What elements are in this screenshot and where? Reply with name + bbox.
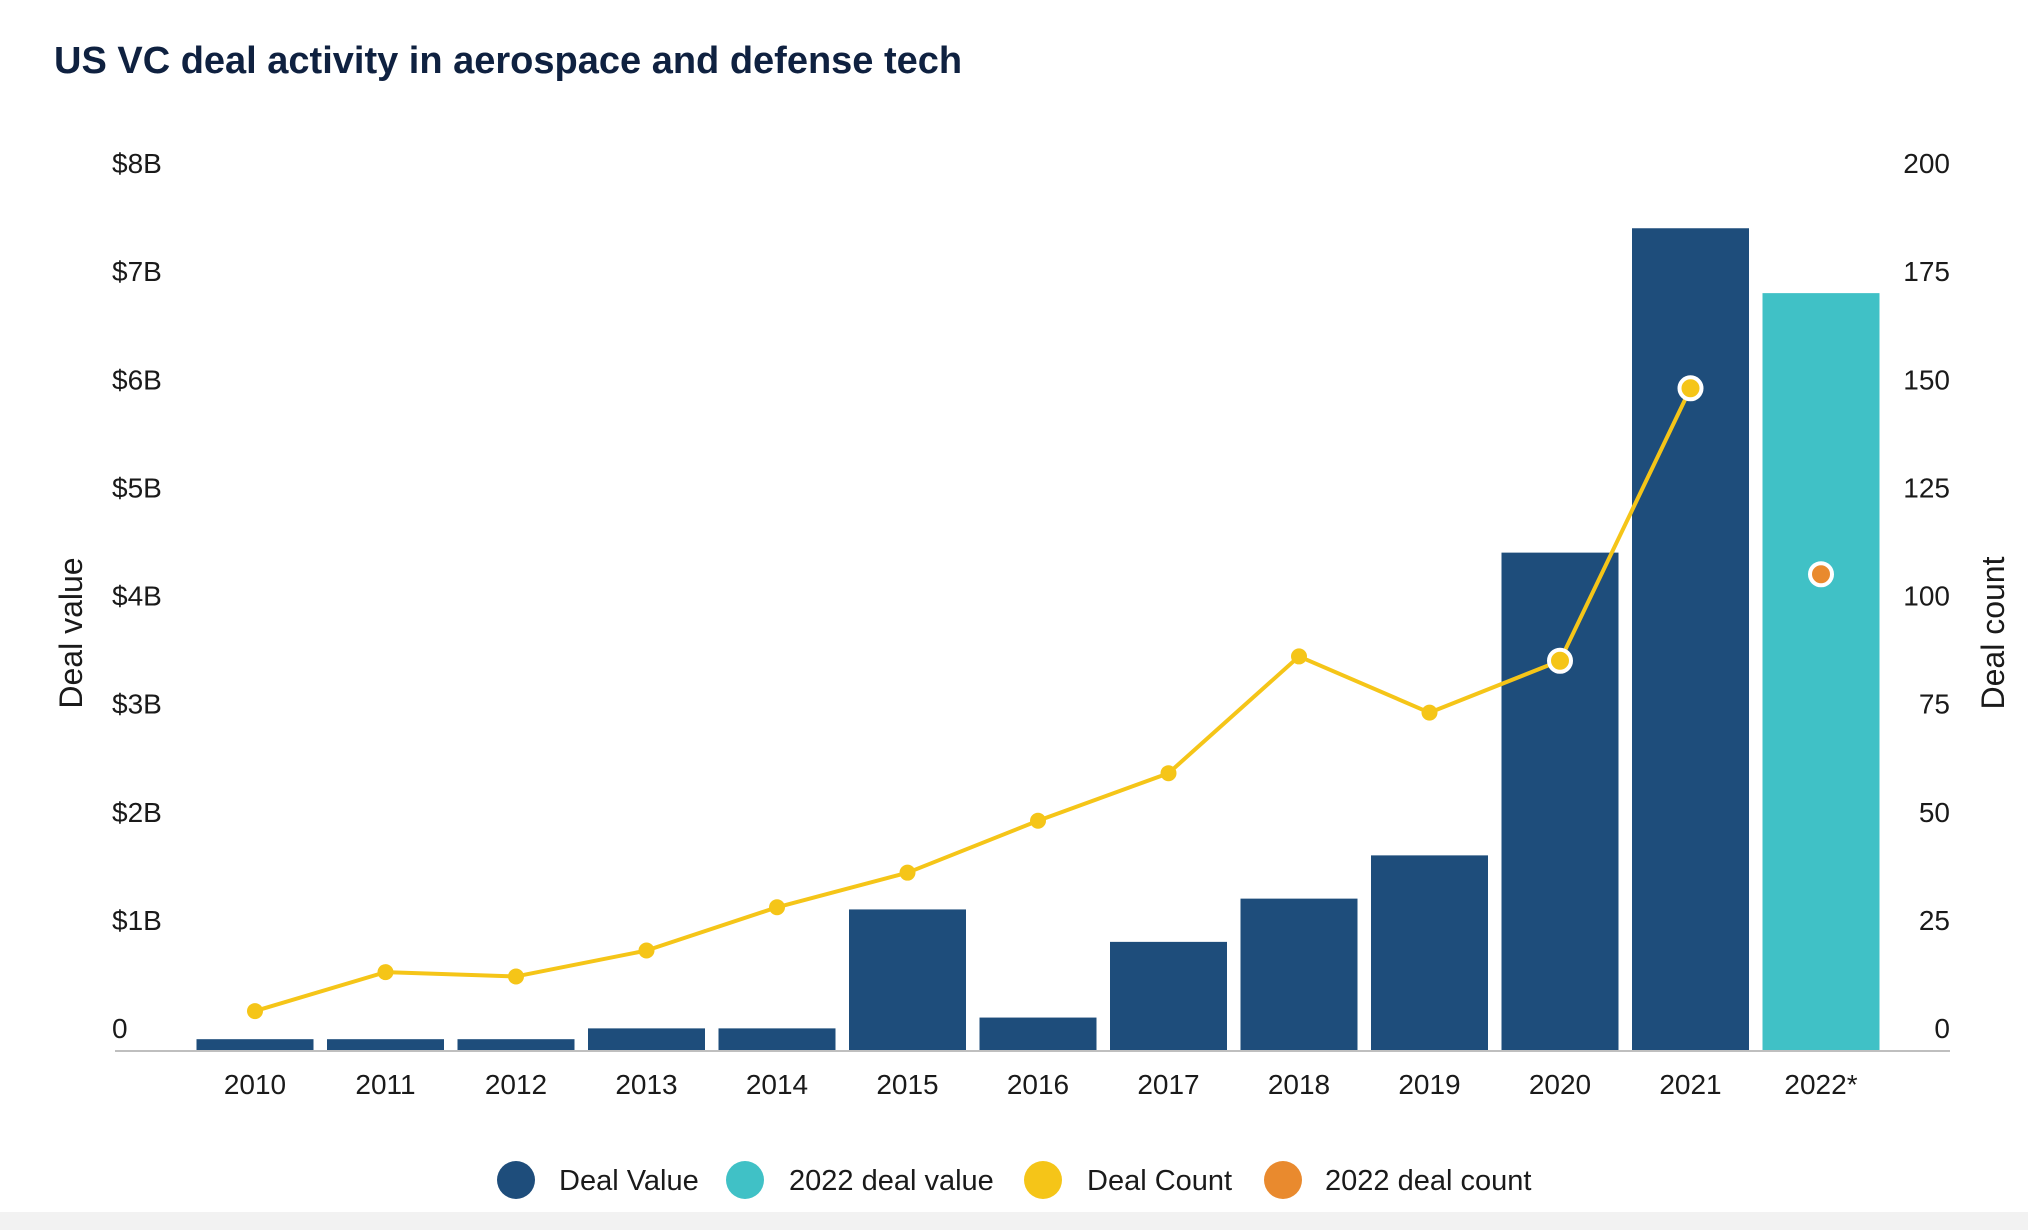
y2-tick-label: 50 [1919,797,1950,828]
legend-label: 2022 deal value [789,1165,994,1197]
y-tick-label: $6B [112,364,162,395]
legend-label: Deal Count [1087,1165,1232,1197]
right-axis-ticks: 0 25 50 75 100 125 150 175 200 [1903,148,1950,1044]
footer-strip [0,1212,2028,1230]
legend-label: Deal Value [559,1165,699,1197]
x-tick-label: 2017 [1137,1069,1199,1100]
deal-count-point-2018 [1291,648,1307,665]
legend-swatch [726,1161,764,1199]
x-tick-label: 2019 [1398,1069,1460,1100]
chart-title: US VC deal activity in aerospace and def… [54,40,963,82]
y2-tick-label: 75 [1919,689,1950,720]
y2-tick-label: 150 [1903,364,1950,395]
x-tick-label: 2012 [485,1069,547,1100]
deal-count-point-2020 [1547,647,1573,674]
bar-2022 [1762,293,1880,1050]
left-axis-ticks: 0 $1B $2B $3B $4B $5B $6B $7B $8B [112,148,162,1044]
legend-label: 2022 deal count [1325,1165,1531,1197]
bar-2011 [327,1039,444,1050]
deal-count-point-2011 [377,964,394,981]
y2-tick-label: 100 [1903,581,1950,612]
deal-count-point-2021 [1677,375,1704,402]
y2-tick-label: 25 [1919,905,1950,936]
y-tick-label: $4B [112,581,162,612]
y-tick-label: $1B [112,905,162,936]
x-tick-label: 2015 [876,1069,938,1100]
bar-2020 [1501,552,1619,1050]
bar-2014 [718,1028,836,1050]
y2-axis-title: Deal count [1975,556,2011,709]
deal-count-point-2013 [638,942,655,959]
y2-tick-label: 175 [1903,256,1950,287]
x-tick-label: 2022* [1784,1069,1857,1100]
y-axis-title: Deal value [53,557,89,708]
x-tick-label: 2011 [355,1069,415,1100]
bar-2018 [1240,898,1358,1050]
bar-2015 [849,909,966,1050]
deal-count-line [254,387,1693,1013]
y-tick-label: 0 [112,1013,128,1044]
bar-2021 [1632,228,1749,1050]
deal-count-point-2016 [1030,812,1046,829]
x-tick-label: 2010 [224,1069,286,1100]
y-tick-label: $7B [112,256,162,287]
y-tick-label: $2B [112,797,162,828]
bar-2017 [1110,941,1227,1050]
bar-2010 [196,1039,314,1050]
deal-count-point-2019 [1421,704,1438,721]
bar-2012 [457,1039,575,1050]
y-tick-label: $8B [112,148,162,179]
deal-count-point-2012 [508,968,524,985]
legend-swatch [1264,1161,1302,1199]
deal-count-point-2014 [769,899,785,916]
x-tick-label: 2021 [1659,1069,1721,1100]
x-tick-label: 2020 [1529,1069,1591,1100]
bars-layer [196,228,1880,1050]
legend-swatch [1024,1161,1062,1199]
y-tick-label: $3B [112,689,162,720]
x-axis-ticks: 2010 2011 2012 2013 2014 2015 2016 2017 2018 2019… [224,1069,1858,1100]
x-tick-label: 2014 [746,1069,808,1100]
legend-swatch [497,1161,535,1199]
deal-count-point-2017 [1160,765,1177,782]
deal-count-point-2015 [899,864,916,881]
bar-2019 [1371,855,1488,1050]
x-tick-label: 2013 [615,1069,677,1100]
deal-count-2022-point [1808,561,1834,588]
y2-tick-label: 200 [1903,148,1950,179]
bar-2016 [979,1017,1097,1050]
x-tick-label: 2016 [1007,1069,1069,1100]
deal-count-point-2010 [247,1003,263,1020]
legend: Deal Value 2022 deal value Deal Count 2022 … [497,1161,1531,1199]
bar-2013 [588,1028,705,1050]
y2-tick-label: 0 [1934,1013,1950,1044]
y2-tick-label: 125 [1903,472,1950,503]
deal-count-line-layer [247,375,1834,1020]
y-tick-label: $5B [112,472,162,503]
x-tick-label: 2018 [1268,1069,1330,1100]
